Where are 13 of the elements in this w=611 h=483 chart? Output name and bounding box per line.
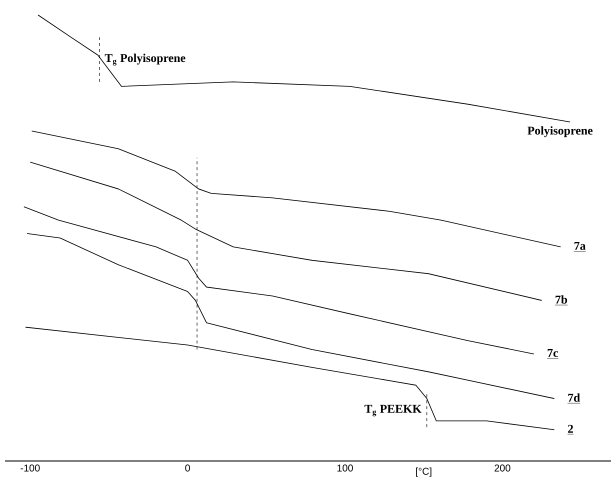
series-label: Polyisoprene bbox=[528, 126, 593, 138]
series-label: 7d bbox=[568, 393, 580, 402]
x-tick-label: -100 bbox=[20, 464, 40, 472]
series-label: 7b bbox=[556, 295, 568, 304]
x-tick-label: 200 bbox=[494, 464, 510, 472]
series-label: 2 bbox=[568, 424, 574, 433]
ref-line-label: T$_{g}$ Polyisoprene bbox=[104, 54, 186, 66]
series-label: 7a bbox=[574, 242, 586, 250]
x-tick-label: 0 bbox=[185, 464, 190, 472]
x-tick-label: 100 bbox=[337, 464, 353, 472]
series-label: 7c bbox=[548, 348, 558, 357]
ref-line-label: T$_{g}$ PEEKK bbox=[364, 404, 422, 416]
x-axis-title: [°C] bbox=[416, 468, 432, 477]
